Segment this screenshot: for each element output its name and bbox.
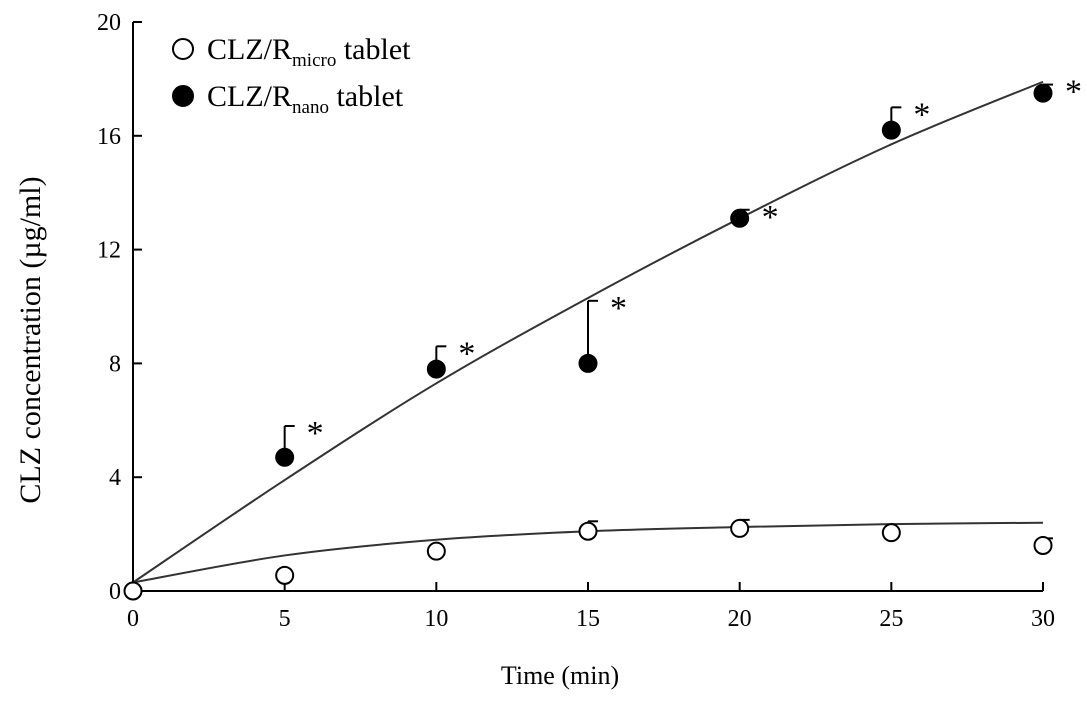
legend-marker-filled-circle: [172, 85, 194, 107]
legend-main: CLZ/R: [207, 80, 292, 113]
legend-marker-open-circle: [172, 38, 194, 60]
legend-sub: micro: [292, 50, 336, 71]
y-axis-title: CLZ concentration (µg/ml): [14, 176, 47, 503]
significance-marker: *: [458, 335, 475, 372]
legend-main: CLZ/R: [207, 33, 292, 66]
x-tick-label: 10: [424, 606, 448, 632]
data-point-micro: [123, 581, 143, 601]
data-point-micro: [578, 521, 598, 541]
y-tick-label: 12: [97, 238, 121, 264]
data-marks: * * * * * *: [123, 74, 1082, 601]
data-point-nano: [578, 353, 598, 373]
x-tick-label: 20: [728, 606, 752, 632]
axes: 0 4 8 12 16 20 0 5 10 15 20 25 30: [97, 10, 1055, 632]
x-tick-label: 5: [279, 606, 291, 632]
y-tick-label: 4: [109, 465, 121, 491]
data-point-nano: [881, 120, 901, 140]
data-point-micro: [881, 523, 901, 543]
data-point-nano: [275, 447, 295, 467]
legend-sub: nano: [292, 97, 329, 118]
legend: CLZ/Rmicro tablet CLZ/Rnano tablet: [172, 33, 411, 118]
legend-label-micro: CLZ/Rmicro tablet: [207, 33, 411, 71]
legend-label-nano: CLZ/Rnano tablet: [207, 80, 404, 118]
legend-suffix: tablet: [329, 80, 404, 113]
x-tick-label: 25: [879, 606, 903, 632]
y-tick-label: 20: [97, 10, 121, 36]
significance-marker: *: [762, 199, 779, 236]
data-point-nano: [1033, 83, 1053, 103]
data-point-micro: [1033, 535, 1053, 555]
x-tick-label: 30: [1031, 606, 1055, 632]
y-tick-label: 16: [97, 124, 121, 150]
significance-marker: *: [307, 415, 324, 452]
data-point-micro: [426, 541, 446, 561]
y-tick-label: 0: [109, 579, 121, 605]
significance-marker: *: [610, 290, 627, 327]
x-tick-label: 15: [576, 606, 600, 632]
legend-suffix: tablet: [336, 33, 411, 66]
x-axis-title: Time (min): [501, 661, 619, 690]
data-point-nano: [426, 359, 446, 379]
significance-marker: *: [913, 96, 930, 133]
fit-curve-series-1: [132, 80, 1044, 584]
x-tick-label: 0: [127, 606, 139, 632]
y-tick-label: 8: [109, 351, 121, 377]
data-point-nano: [730, 208, 750, 228]
significance-marker: *: [1065, 74, 1082, 111]
data-point-micro: [730, 518, 750, 538]
data-point-micro: [275, 565, 295, 585]
